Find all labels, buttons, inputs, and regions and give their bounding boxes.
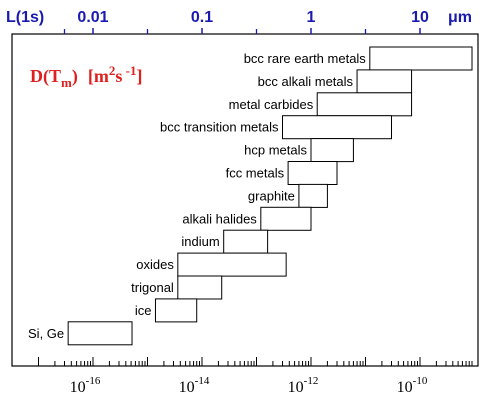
bar-label-2: metal carbides bbox=[229, 97, 314, 112]
bar-7 bbox=[260, 206, 312, 231]
bottom-ticks bbox=[38, 357, 473, 366]
bar-6 bbox=[298, 183, 328, 208]
bar-label-3: bcc transition metals bbox=[160, 120, 279, 135]
top-tick-label-0: 0.01 bbox=[77, 9, 108, 26]
bar-label-9: oxides bbox=[136, 257, 174, 272]
quantity-units-open: [m bbox=[88, 66, 109, 86]
bar-label-7: alkali halides bbox=[182, 211, 257, 226]
bar-label-10: trigonal bbox=[131, 280, 174, 295]
bar-4 bbox=[310, 138, 354, 163]
quantity-units-exp2: -1 bbox=[122, 63, 136, 78]
bottom-tick-label-1: 10-14 bbox=[179, 375, 210, 396]
bar-label-12: Si, Ge bbox=[28, 326, 64, 341]
quantity-main: D(T bbox=[30, 66, 61, 87]
bottom-tick-label-0: 10-16 bbox=[70, 375, 101, 396]
bar-1 bbox=[356, 69, 413, 94]
bar-label-1: bcc alkali metals bbox=[258, 74, 354, 89]
bar-label-8: indium bbox=[181, 234, 219, 249]
bar-3 bbox=[282, 115, 393, 140]
bar-11 bbox=[154, 298, 198, 323]
quantity-close: ) bbox=[72, 66, 78, 87]
bar-10 bbox=[177, 275, 223, 300]
quantity-units-exp1: 2 bbox=[109, 63, 116, 78]
top-axis-unit: μm bbox=[448, 9, 472, 26]
bar-8 bbox=[223, 229, 269, 254]
bars bbox=[67, 46, 473, 346]
bar-0 bbox=[369, 46, 473, 71]
bar-2 bbox=[316, 92, 413, 117]
bar-label-0: bcc rare earth metals bbox=[244, 51, 367, 66]
top-tick-label-2: 1 bbox=[307, 9, 316, 26]
quantity-units-mid: s bbox=[115, 66, 122, 86]
bar-5 bbox=[287, 161, 338, 185]
bottom-tick-label-3: 10-10 bbox=[397, 375, 428, 396]
top-tick-label-3: 10 bbox=[411, 9, 429, 26]
bar-labels: bcc rare earth metals bcc alkali metals me… bbox=[28, 51, 366, 341]
top-ticks bbox=[63, 28, 421, 34]
quantity-sub: m bbox=[61, 75, 72, 90]
bar-9 bbox=[177, 252, 287, 277]
top-tick-label-1: 0.1 bbox=[191, 9, 213, 26]
bar-label-4: hcp metals bbox=[244, 143, 307, 158]
bottom-tick-label-2: 10-12 bbox=[288, 375, 319, 396]
plot-frame bbox=[11, 33, 479, 367]
bar-label-11: ice bbox=[135, 303, 152, 318]
top-axis-label: L(1s) bbox=[6, 9, 44, 26]
bottom-tick-labels: 10-16 10-14 10-12 10-10 bbox=[70, 375, 428, 396]
bar-label-6: graphite bbox=[248, 188, 295, 203]
bar-12 bbox=[67, 321, 133, 346]
quantity-units-close: ] bbox=[136, 66, 142, 86]
bar-label-5: fcc metals bbox=[226, 166, 285, 181]
top-tick-labels: 0.01 0.1 1 10 bbox=[77, 9, 429, 26]
quantity-label: D(Tm) [m2s -1] bbox=[30, 63, 142, 90]
